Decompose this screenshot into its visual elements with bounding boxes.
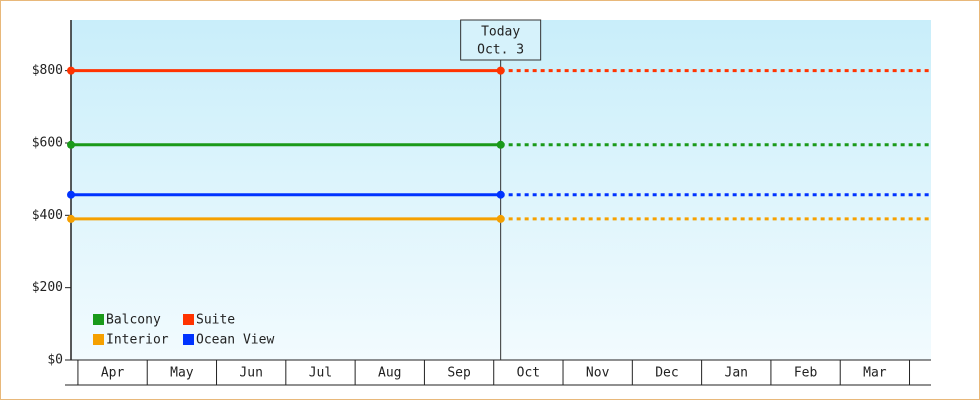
y-tick-label: $600 [32, 135, 63, 150]
x-tick-label: Oct [517, 366, 540, 381]
legend-label: Ocean View [196, 333, 274, 348]
x-tick-label: Jul [309, 366, 332, 381]
x-tick-label: Dec [655, 366, 678, 381]
x-tick-label: Aug [378, 366, 401, 381]
legend-swatch [183, 314, 194, 325]
x-tick-label: Nov [586, 366, 610, 381]
legend-swatch [93, 334, 104, 345]
x-tick-label: Mar [863, 366, 887, 381]
legend-label: Interior [106, 333, 169, 348]
x-tick-label: Sep [447, 366, 471, 381]
point [67, 66, 75, 75]
today-box [460, 19, 542, 61]
y-tick-label: $0 [47, 353, 63, 368]
y-tick-label: $800 [32, 63, 63, 78]
point [496, 190, 505, 199]
y-tick-label: $200 [32, 280, 63, 295]
x-tick-label: Jun [239, 366, 262, 381]
legend-label: Balcony [106, 313, 161, 328]
x-tick-label: Jan [725, 366, 748, 381]
x-tick-label: Apr [101, 366, 125, 381]
y-tick-label: $400 [32, 208, 63, 223]
point [496, 66, 505, 75]
today-label: Today [481, 25, 520, 40]
legend-swatch [93, 314, 104, 325]
legend-label: Suite [196, 313, 235, 328]
legend-swatch [183, 334, 194, 345]
today-date: Oct. 3 [477, 43, 524, 58]
point [496, 140, 505, 149]
x-tick-label: May [170, 366, 194, 381]
point [67, 140, 75, 149]
point [67, 190, 75, 199]
point [496, 214, 505, 223]
x-tick-label: Feb [794, 366, 818, 381]
point [67, 214, 75, 223]
